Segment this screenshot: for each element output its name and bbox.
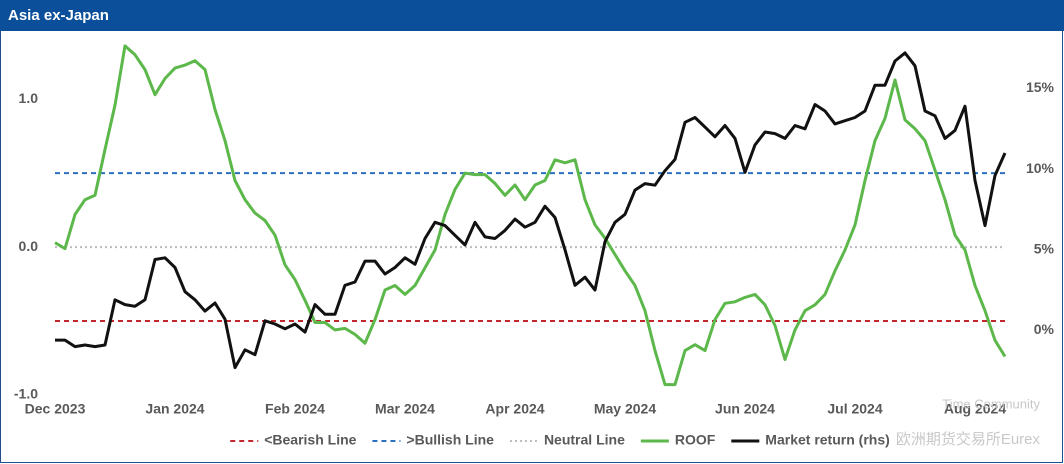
x-tick-label: Jan 2024 [145, 401, 204, 417]
y-tick-label: -1.0 [14, 386, 38, 402]
line-series [55, 51, 1007, 370]
watermark: 欧洲期货交易所Eurex [896, 430, 1041, 448]
x-tick-label: Jul 2024 [827, 401, 882, 417]
y2-tick-label: 5% [1034, 240, 1055, 256]
x-tick-label: May 2024 [594, 401, 656, 417]
title-bar [0, 0, 1064, 31]
x-tick-label: Aug 2024 [944, 401, 1006, 417]
legend-label: Market return (rhs) [765, 432, 889, 448]
legend-label: >Bullish Line [406, 432, 494, 448]
y2-tick-label: 15% [1026, 79, 1055, 95]
legend: <Bearish Line >Bullish Line Neutral Line RO… [230, 432, 890, 448]
x-tick-label: Jun 2024 [715, 401, 775, 417]
y-tick-label: 0.0 [19, 238, 39, 254]
y2-tick-label: 0% [1034, 321, 1055, 337]
watermark: Time Community [942, 396, 1040, 411]
line-series [54, 44, 1007, 387]
x-tick-label: Mar 2024 [375, 401, 435, 417]
x-tick-label: Dec 2023 [25, 401, 86, 417]
x-tick-label: Apr 2024 [485, 401, 544, 417]
y-tick-label: 1.0 [19, 90, 39, 106]
legend-label: Neutral Line [544, 432, 625, 448]
chart-title: Asia ex-Japan [8, 7, 109, 24]
legend-label: ROOF [675, 432, 716, 448]
x-tick-label: Feb 2024 [265, 401, 325, 417]
y2-tick-label: 10% [1026, 160, 1055, 176]
legend-label: <Bearish Line [264, 432, 356, 448]
